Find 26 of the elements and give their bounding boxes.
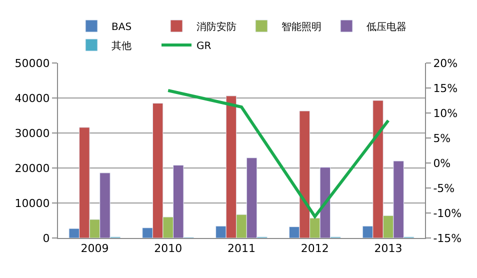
y2-tick-label: 15%: [433, 82, 458, 95]
y-tick-label: 20000: [14, 162, 50, 175]
legend-label: 消防安防: [196, 20, 236, 33]
x-tick-label: 2009: [80, 242, 109, 256]
x-tick-label: 2013: [374, 242, 402, 256]
x-tick-label: 2011: [228, 242, 256, 256]
y-tick-label: 50000: [14, 56, 50, 70]
legend-label: 智能照明: [282, 20, 322, 33]
legend-label: 其他: [112, 40, 132, 52]
legend-label: 低压电器: [366, 20, 406, 33]
y2-tick-label: 10%: [433, 106, 458, 120]
x-tick-label: 2010: [154, 242, 182, 256]
y-tick-label: 0: [42, 232, 50, 245]
y-tick-label: 10000: [14, 196, 50, 210]
y2-tick-label: 0%: [433, 156, 451, 170]
legend-label: BAS: [112, 22, 132, 33]
y2-tick-label: -10%: [433, 206, 462, 220]
y2-tick-label: -5%: [433, 182, 455, 195]
y2-tick-label: 20%: [433, 56, 458, 70]
y-tick-label: 40000: [14, 92, 50, 105]
x-tick-label: 2012: [300, 242, 329, 256]
legend-label: GR: [196, 40, 212, 52]
y2-tick-label: -15%: [433, 232, 462, 245]
line-series: [166, 89, 390, 218]
y2-tick-label: 5%: [433, 132, 451, 145]
y-tick-label: 30000: [14, 126, 50, 140]
